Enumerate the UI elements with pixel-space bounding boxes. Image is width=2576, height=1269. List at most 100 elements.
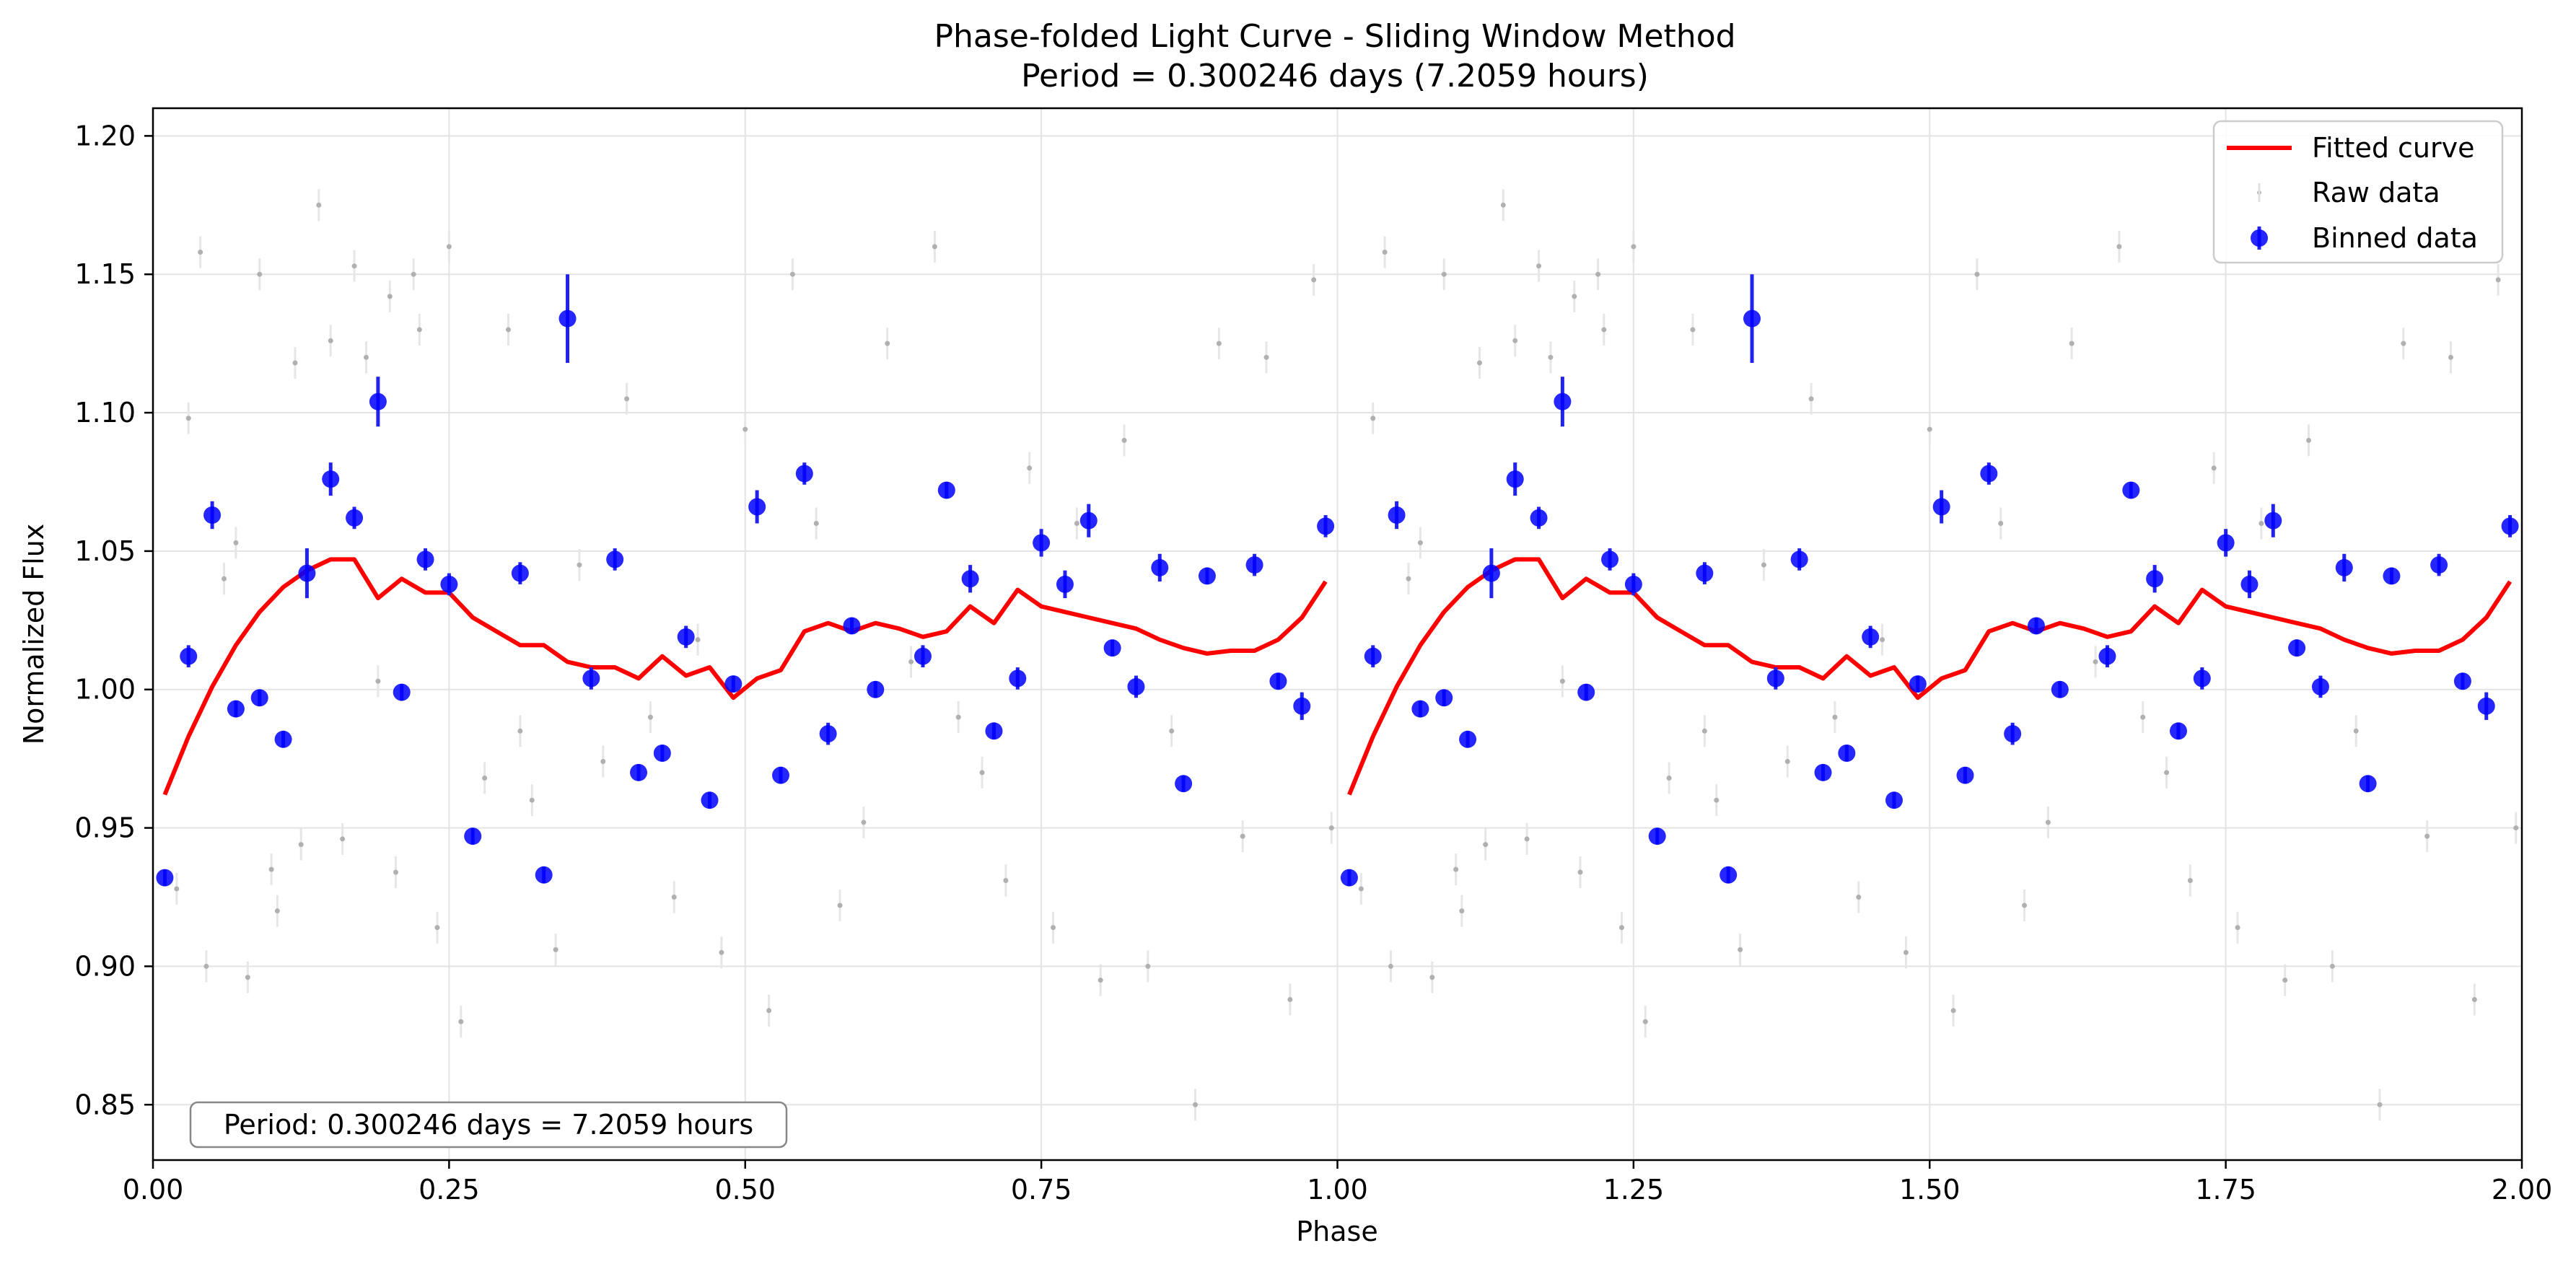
binned-data-point	[1577, 683, 1595, 701]
raw-data-point	[1358, 872, 1364, 905]
raw-data-point	[328, 325, 333, 357]
x-tick-label: 0.75	[1011, 1174, 1072, 1206]
binned-data-point	[1103, 639, 1121, 657]
raw-data-point	[1701, 715, 1707, 747]
raw-data-point	[393, 856, 399, 888]
raw-data-point	[908, 646, 914, 678]
binned-data-point	[819, 722, 837, 745]
binned-data-point	[535, 866, 553, 884]
raw-data-point	[2306, 424, 2312, 457]
raw-data-point	[517, 715, 523, 747]
raw-data-point	[1027, 452, 1033, 484]
binned-data-point	[322, 462, 340, 496]
raw-data-point	[1003, 864, 1009, 897]
raw-data-point	[2022, 890, 2028, 922]
raw-data-point	[1950, 994, 1956, 1027]
y-axis-ticks: 0.85 0.90 0.95 1.00 1.05 1.10 1.15 1.20	[74, 120, 153, 1120]
raw-data-point	[203, 950, 209, 983]
binned-data-point	[2240, 570, 2259, 599]
binned-data-point	[1317, 515, 1335, 537]
raw-data-point	[458, 1006, 464, 1038]
binned-data-point	[2169, 722, 2187, 740]
annotation-background	[189, 1101, 788, 1149]
x-tick-label: 2.00	[2492, 1174, 2553, 1206]
binned-data-point	[582, 667, 600, 690]
raw-data-point	[529, 784, 535, 817]
raw-data-point	[1927, 413, 1932, 446]
binned-data-point	[1079, 504, 1098, 537]
raw-data-point	[1595, 258, 1601, 291]
binned-data-point	[1506, 462, 1524, 496]
binned-data-point	[1838, 744, 1856, 762]
raw-data-point	[2282, 964, 2288, 996]
binned-data-point	[558, 274, 577, 363]
fitted-curve-line	[162, 557, 1328, 796]
raw-data-point	[979, 756, 985, 789]
raw-data-point	[1856, 881, 1862, 913]
raw-data-point	[1429, 961, 1435, 993]
x-tick-label: 1.00	[1307, 1174, 1368, 1206]
binned-data-point	[227, 700, 245, 718]
y-tick-label: 1.00	[74, 674, 136, 706]
raw-data-point	[1548, 341, 1554, 374]
binned-data-point	[724, 675, 742, 693]
raw-data-point	[1559, 665, 1565, 698]
raw-data-point	[1406, 563, 1411, 595]
raw-data-point	[577, 549, 582, 581]
raw-data-point	[2377, 1089, 2383, 1121]
binned-data-point	[795, 462, 813, 485]
raw-data-point	[1121, 424, 1127, 457]
raw-data-point	[789, 258, 795, 291]
binned-data-point	[937, 481, 955, 499]
binned-data-point	[2288, 639, 2306, 657]
raw-data-point	[1618, 911, 1624, 944]
raw-data-point	[1738, 934, 1743, 966]
raw-data-point	[233, 527, 239, 559]
y-tick-label: 0.85	[74, 1089, 136, 1120]
raw-data-point	[932, 230, 937, 263]
raw-data-point	[2513, 812, 2519, 844]
raw-data-point	[1145, 950, 1151, 983]
raw-data-point	[375, 665, 381, 698]
raw-data-point	[695, 623, 701, 656]
x-axis-ticks: 0.00 0.25 0.50 0.75 1.00 1.25 1.50 1.75 2.00	[123, 1160, 2553, 1206]
raw-data-point	[434, 911, 440, 944]
binned-data-point	[867, 680, 885, 698]
binned-data-point	[2264, 504, 2282, 537]
raw-data-point	[198, 236, 203, 268]
binned-data-point	[1601, 548, 1619, 571]
raw-data-point	[2187, 864, 2193, 897]
raw-data-point	[885, 328, 890, 360]
binned-data-point	[1648, 827, 1666, 846]
raw-data-point	[351, 250, 357, 282]
x-axis-label: Phase	[1296, 1216, 1377, 1247]
binned-data-point	[2335, 553, 2353, 582]
binned-data-point	[2453, 672, 2471, 690]
raw-data-point	[1311, 263, 1317, 296]
raw-data-point	[1784, 745, 1790, 778]
binned-data-point	[1932, 490, 1950, 524]
legend-label-binned: Binned data	[2312, 222, 2478, 254]
binned-data-point	[1980, 462, 1998, 485]
raw-data-point	[837, 890, 843, 922]
binned-data-point	[1033, 529, 1051, 557]
binned-data-point	[1790, 548, 1808, 571]
binned-data-point	[1719, 866, 1738, 884]
binned-data-point	[1411, 700, 1429, 718]
binned-data-point	[203, 501, 222, 530]
raw-data-point	[1714, 784, 1719, 817]
raw-data-point	[1880, 623, 1885, 656]
binned-data-point	[2098, 645, 2116, 668]
grid-lines	[152, 108, 2523, 1160]
raw-data-point	[1098, 964, 1103, 996]
x-tick-label: 1.50	[1899, 1174, 1961, 1206]
binned-data-point	[771, 766, 789, 784]
raw-data-point	[553, 934, 558, 966]
raw-data-point	[1074, 507, 1079, 540]
raw-data-point	[298, 828, 304, 861]
raw-data-point	[2140, 701, 2146, 734]
binned-data-point	[250, 689, 268, 707]
binned-data-point	[2501, 515, 2519, 537]
raw-data-point	[1287, 983, 1293, 1016]
